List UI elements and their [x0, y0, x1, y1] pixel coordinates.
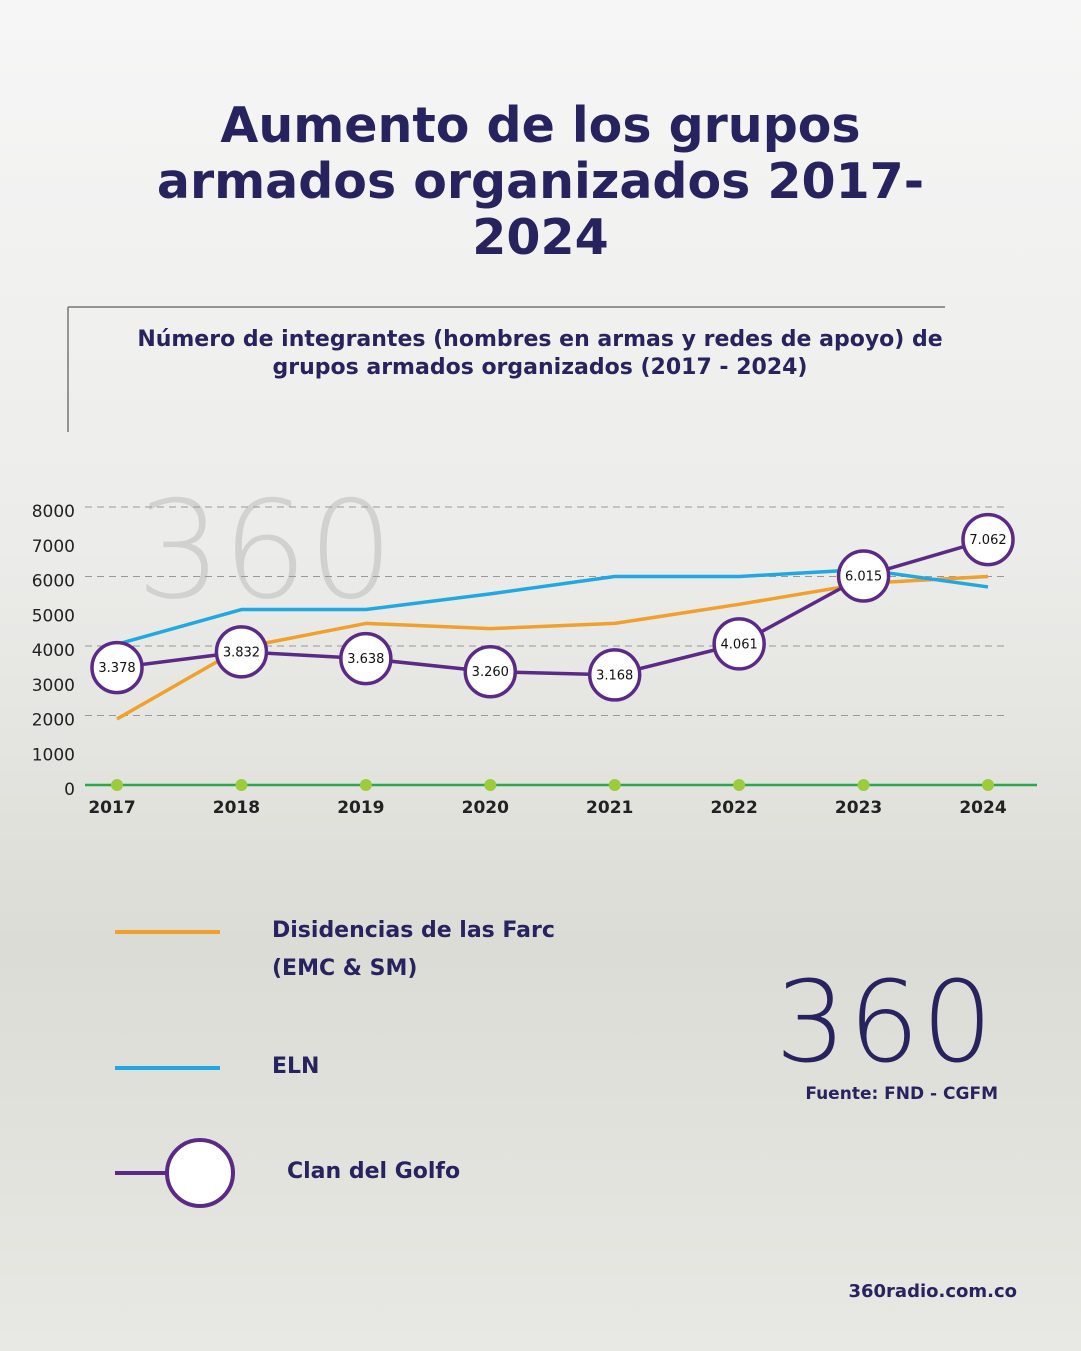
subtitle: Número de integrantes (hombres en armas … [137, 327, 943, 380]
y-tick-label: 3000 [32, 676, 75, 696]
x-tick-dot [982, 779, 994, 791]
x-tick-dot [857, 779, 870, 791]
value-label: 7.062 [969, 533, 1006, 548]
source: Fuente: FND - CGFM [805, 1084, 998, 1104]
value-label: 6.015 [845, 569, 882, 584]
website: 360radio.com.co [848, 1281, 1017, 1302]
x-tick-dot [608, 779, 621, 791]
point-marker [836, 549, 891, 603]
x-tick-dot [733, 779, 746, 791]
legend-label: Clan del Golfo [287, 1159, 461, 1184]
x-tick-label: 2019 [337, 798, 384, 818]
value-label: 3.378 [98, 661, 135, 676]
legend-label: ELN [272, 1054, 320, 1079]
point-marker [961, 512, 1015, 567]
y-tick-label: 0 [64, 780, 75, 800]
x-tick-label: 2021 [586, 798, 633, 818]
x-tick-label: 2018 [213, 798, 260, 818]
x-tick-label: 2020 [462, 798, 509, 818]
x-tick-label: 2024 [959, 798, 1006, 818]
y-tick-label: 4000 [32, 641, 75, 661]
y-tick-label: 6000 [32, 572, 75, 592]
x-tick-dot [484, 779, 497, 791]
x-tick-label: 2023 [835, 798, 882, 818]
title: Aumento de los grupos armados organizado… [156, 97, 925, 266]
legend-label: Disidencias de las Farc (EMC & SM) [272, 918, 555, 981]
y-tick-label: 1000 [32, 745, 75, 765]
value-label: 3.168 [596, 668, 633, 683]
point-marker [463, 644, 518, 699]
y-tick-label: 7000 [32, 537, 75, 557]
point-marker [712, 617, 766, 671]
value-label: 4.061 [721, 637, 758, 652]
y-tick-label: 5000 [32, 606, 75, 626]
point-marker [339, 631, 393, 686]
logo: 360 [775, 958, 995, 1088]
y-tick-label: 2000 [32, 711, 75, 731]
value-label: 3.832 [223, 645, 260, 660]
value-label: 3.638 [347, 652, 384, 667]
x-tick-label: 2022 [710, 798, 757, 818]
x-tick-dot [111, 779, 123, 791]
point-marker [214, 625, 269, 679]
x-tick-label: 2017 [88, 798, 135, 818]
value-label: 3.260 [472, 665, 509, 680]
x-tick-dot [235, 779, 248, 791]
point-marker [587, 648, 642, 702]
y-tick-label: 8000 [32, 502, 75, 522]
x-tick-dot [359, 779, 372, 791]
watermark-logo: 360 [136, 472, 394, 629]
legend-marker [165, 1138, 235, 1208]
point-marker [90, 640, 144, 695]
